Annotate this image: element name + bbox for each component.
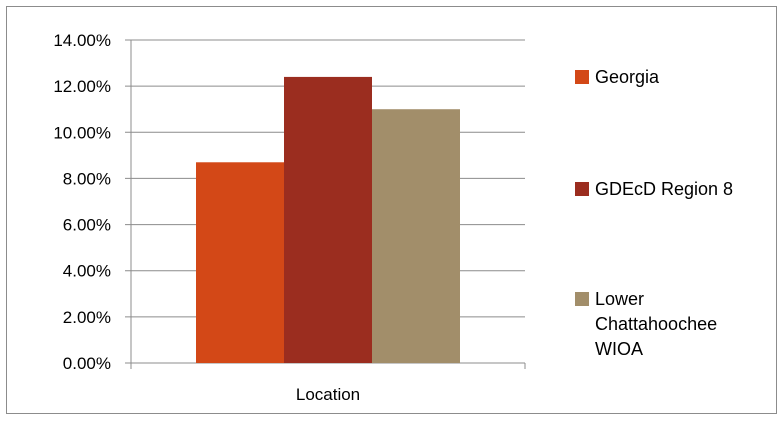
legend-item: Georgia [575,65,775,90]
y-tick-label: 0.00% [63,354,111,373]
bar-georgia [196,162,284,363]
legend-label: GDEcD Region 8 [595,179,734,199]
legend-label: Lower Chattahoochee WIOA [595,289,718,359]
bar-chart: 0.00% 2.00% 4.00% 6.00% 8.00% 10.00% 12.00% 14.… [53,31,526,404]
legend-item: GDEcD Region 8 [575,177,775,202]
y-tick-label: 12.00% [53,77,111,96]
y-tick-label: 10.00% [53,123,111,142]
y-tick-label: 14.00% [53,31,111,50]
y-tick-label: 4.00% [63,262,111,281]
y-tick-label: 2.00% [63,308,111,327]
legend-label: Georgia [595,67,660,87]
legend-item: Lower Chattahoochee WIOA [575,287,718,362]
legend-swatch [575,182,589,196]
y-tick-label: 8.00% [63,169,111,188]
y-tick-label: 6.00% [63,216,111,235]
x-tick-label: Location [296,385,360,404]
bar-gdecd-region-8 [284,76,372,364]
chart-legend: Georgia GDEcD Region 8 Lower Chattahoochee… [575,7,784,415]
chart-frame: 0.00% 2.00% 4.00% 6.00% 8.00% 10.00% 12.00% 14.… [6,6,777,414]
bar-lower-chattahoochee-wioa [372,109,460,363]
legend-swatch [575,292,589,306]
legend-swatch [575,70,589,84]
